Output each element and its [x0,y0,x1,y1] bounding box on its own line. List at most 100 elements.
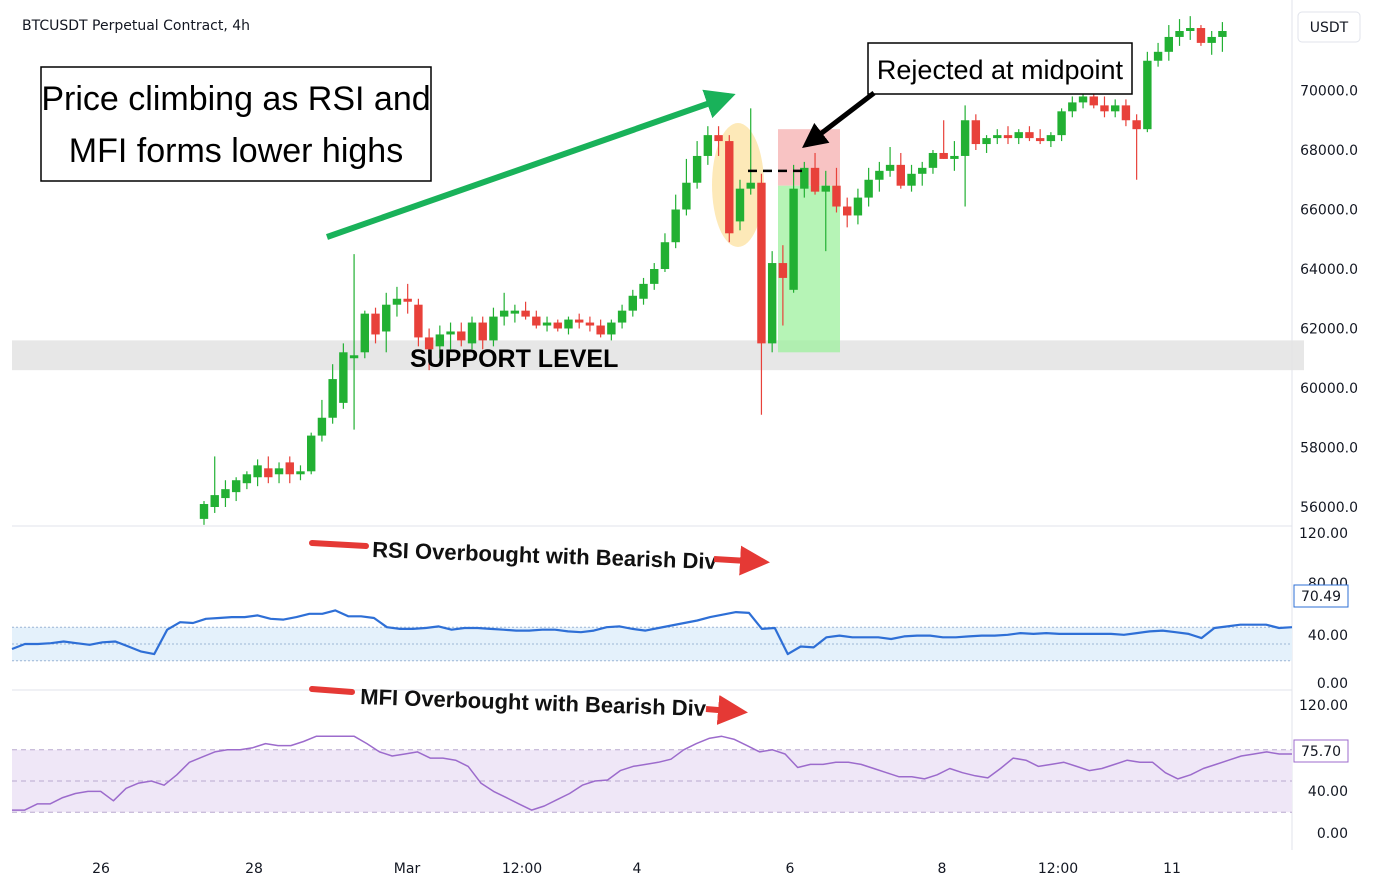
bounce-zone [778,185,840,353]
time-tick-label: 12:00 [502,861,542,877]
candle-body [875,170,884,180]
candles [199,16,1227,525]
candle [821,170,830,252]
candle-body [253,465,262,478]
candle [564,316,573,335]
indicator-tick-label: 120.00 [1299,526,1348,542]
time-tick-label: 6 [786,861,795,877]
candle-body [307,435,316,472]
mfi-callout-arrow [705,695,748,725]
candle [467,316,477,350]
note-box [40,66,432,182]
candle [542,316,552,332]
price-tick-label: 62000.0 [1300,322,1358,338]
candle [982,135,991,153]
candle-body [1132,120,1141,130]
candle [424,328,434,371]
candle [853,188,863,225]
time-tick-label: 12:00 [1038,861,1078,877]
candle-body [789,188,798,290]
candle [703,126,713,165]
candle [1025,126,1034,142]
candle-body [757,182,766,344]
last-value-label: 70.49 [1301,589,1341,605]
candle-body [1057,111,1066,136]
candle [392,286,402,317]
candle-body [671,209,680,243]
candle-body [296,471,305,475]
indicator-line [12,735,1292,811]
candle [307,432,316,475]
candle [993,129,1002,145]
candle-body [950,155,959,159]
indicator-tick-label: 40.00 [1308,628,1348,644]
candle-body [457,331,466,341]
candle-body [1089,96,1098,106]
candle [532,310,541,329]
candle [382,292,391,353]
candle [510,304,520,323]
candle [939,120,948,159]
candle [360,310,369,359]
candle [1100,96,1109,118]
candle-body [1111,105,1120,112]
candle [231,477,241,502]
candle [1175,19,1184,46]
indicator-tick-label: 40.00 [1308,784,1348,800]
candle [971,114,981,150]
candle-body [735,188,745,222]
candle [1196,25,1206,46]
indicator-tick-label: 0.00 [1317,826,1348,842]
candle [521,301,530,320]
candle-body [435,334,445,347]
candle-body [800,167,809,189]
candle [1164,25,1173,61]
candle-body [499,310,509,317]
candle [692,141,702,189]
currency-label: USDT [1310,20,1349,36]
candle-body [553,322,562,329]
candle [264,456,273,484]
candle [1046,132,1056,148]
candle [896,152,905,189]
candle [457,322,466,347]
candle [1035,129,1045,145]
candle-body [414,304,423,338]
candle-body [778,263,788,278]
candle-body [960,120,970,156]
price-tick-label: 56000.0 [1300,500,1358,516]
candle-body [982,138,991,145]
candle [1068,96,1077,118]
candle [1153,42,1163,67]
candle [253,459,262,487]
indicator-tick-label: 120.00 [1299,698,1348,714]
candle [767,251,777,353]
candle-body [1035,138,1045,142]
candle [371,307,380,344]
candle [317,399,327,442]
candle [596,319,605,338]
candle [575,313,584,329]
candle-body [285,462,294,475]
candle-body [210,495,219,507]
last-value-label: 75.70 [1301,744,1341,760]
candle [221,480,230,507]
candle [1003,126,1013,145]
candle [1186,16,1195,40]
time-tick-label: 4 [633,861,642,877]
price-tick-label: 70000.0 [1300,84,1358,100]
candle-body [403,298,412,302]
time-tick-label: Mar [394,861,421,877]
currency-button[interactable] [1297,11,1361,43]
candle [875,161,884,192]
candle-body [532,316,541,326]
candle-body [993,135,1002,139]
candle-body [1078,96,1088,103]
candle [628,289,637,317]
candle [746,108,755,195]
candle [1207,31,1216,55]
candle [585,316,595,332]
candle [907,164,916,192]
candle-body [382,304,391,332]
